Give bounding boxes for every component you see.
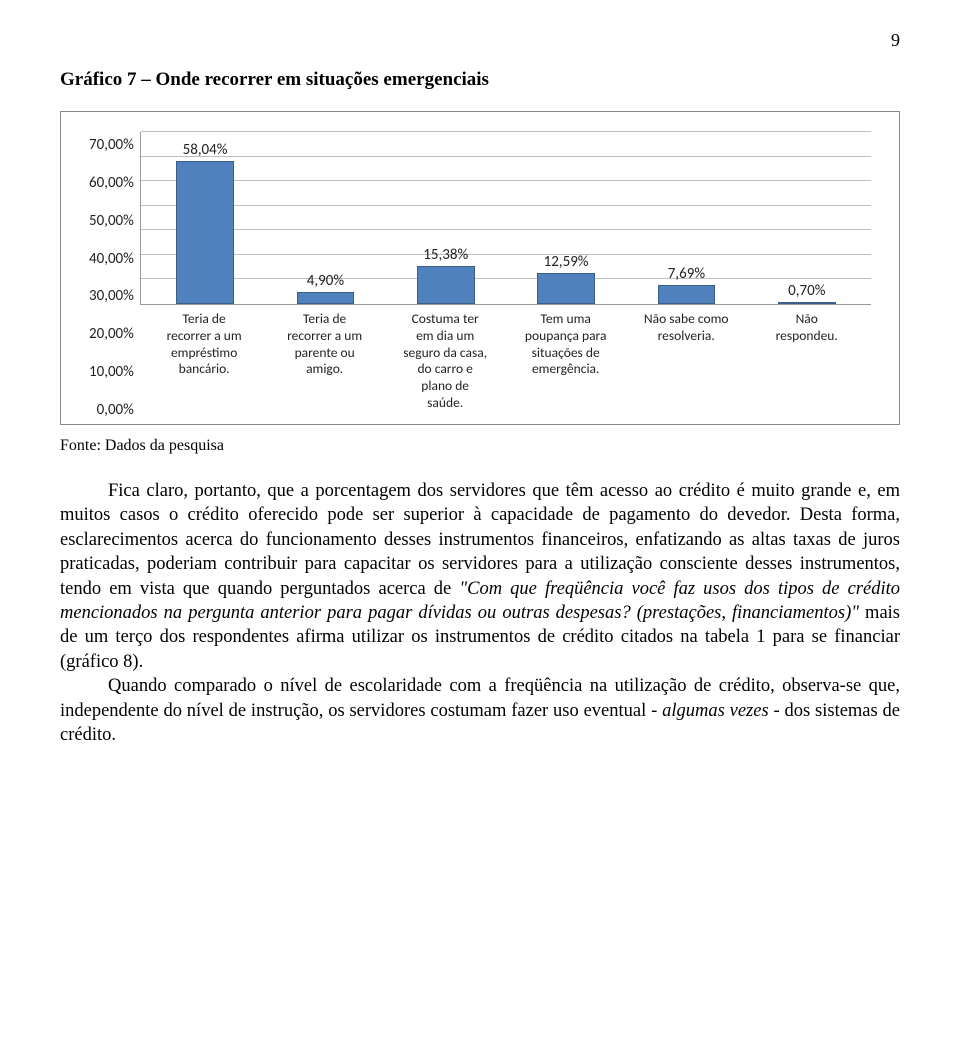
bar-value-label: 15,38% bbox=[423, 246, 468, 264]
gridline bbox=[141, 180, 871, 181]
bar-value-label: 4,90% bbox=[307, 272, 344, 290]
chart-source: Fonte: Dados da pesquisa bbox=[60, 437, 900, 455]
gridline bbox=[141, 229, 871, 230]
bar-group: 4,90% bbox=[280, 272, 370, 304]
bar bbox=[537, 273, 595, 304]
bar-group: 7,69% bbox=[641, 265, 731, 304]
y-tick-label: 20,00% bbox=[89, 327, 134, 342]
bar-group: 58,04% bbox=[160, 141, 250, 304]
body-text: Fica claro, portanto, que a porcentagem … bbox=[60, 479, 900, 747]
y-tick-label: 70,00% bbox=[89, 138, 134, 153]
x-axis-label: Tem uma poupança para situações de emerg… bbox=[521, 311, 611, 412]
bar-group: 12,59% bbox=[521, 253, 611, 304]
page-number: 9 bbox=[60, 30, 900, 51]
y-tick-label: 0,00% bbox=[97, 403, 134, 418]
gridline bbox=[141, 205, 871, 206]
y-axis: 70,00% 60,00% 50,00% 40,00% 30,00% 20,00% 10,0… bbox=[89, 132, 140, 412]
paragraph-2: Quando comparado o nível de escolaridade… bbox=[60, 674, 900, 747]
bar bbox=[778, 302, 836, 304]
bar-group: 0,70% bbox=[762, 282, 852, 304]
chart-title: Gráfico 7 – Onde recorrer em situações e… bbox=[60, 69, 900, 91]
y-tick-label: 30,00% bbox=[89, 289, 134, 304]
chart-area: 70,00% 60,00% 50,00% 40,00% 30,00% 20,00% 10,0… bbox=[89, 132, 871, 412]
x-axis-label: Não sabe como resolveria. bbox=[641, 311, 731, 412]
bar-value-label: 7,69% bbox=[668, 265, 705, 283]
paragraph-1: Fica claro, portanto, que a porcentagem … bbox=[60, 479, 900, 674]
x-axis-label: Teria de recorrer a um parente ou amigo. bbox=[279, 311, 369, 412]
gridline bbox=[141, 156, 871, 157]
chart-container: 70,00% 60,00% 50,00% 40,00% 30,00% 20,00% 10,0… bbox=[60, 111, 900, 425]
x-axis-label: Costuma ter em dia um seguro da casa, do… bbox=[400, 311, 490, 412]
y-tick-label: 60,00% bbox=[89, 176, 134, 191]
bar bbox=[417, 266, 475, 304]
y-tick-label: 50,00% bbox=[89, 214, 134, 229]
bar bbox=[658, 285, 716, 304]
x-axis-label: Teria de recorrer a um empréstimo bancár… bbox=[159, 311, 249, 412]
bar-value-label: 12,59% bbox=[544, 253, 589, 271]
x-axis-labels: Teria de recorrer a um empréstimo bancár… bbox=[140, 305, 871, 412]
gridline bbox=[141, 278, 871, 279]
bar-group: 15,38% bbox=[401, 246, 491, 304]
y-tick-label: 10,00% bbox=[89, 365, 134, 380]
x-axis-label: Não respondeu. bbox=[762, 311, 852, 412]
bar-value-label: 0,70% bbox=[788, 282, 825, 300]
chart-plot: 58,04% 4,90% 15,38% 12,59% 7,69% 0,70% bbox=[140, 132, 871, 305]
bar bbox=[297, 292, 355, 304]
p2-italic: algumas vezes bbox=[662, 701, 769, 721]
plot-wrapper: 58,04% 4,90% 15,38% 12,59% 7,69% 0,70% Teria … bbox=[140, 132, 871, 412]
y-tick-label: 40,00% bbox=[89, 252, 134, 267]
bar bbox=[176, 161, 234, 304]
gridline bbox=[141, 254, 871, 255]
gridline bbox=[141, 131, 871, 132]
bar-value-label: 58,04% bbox=[183, 141, 228, 159]
